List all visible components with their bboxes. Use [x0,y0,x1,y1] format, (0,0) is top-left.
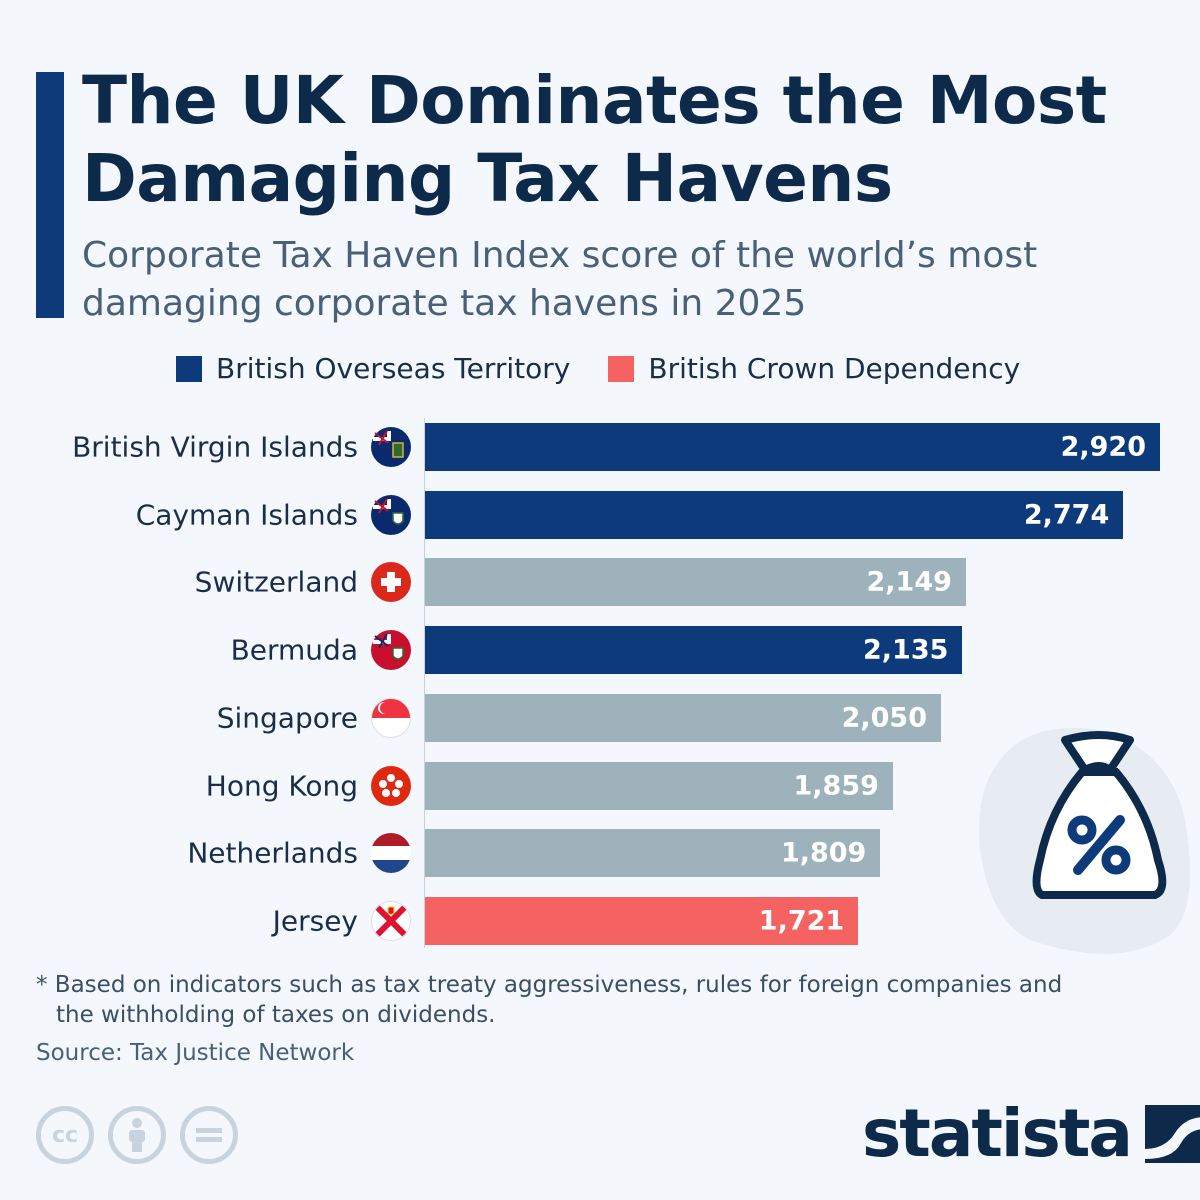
bar [425,423,1160,471]
value-label: 2,774 [1023,499,1110,531]
ensign-red-bermuda-flag-icon [371,630,411,671]
license-icons: cc [36,1106,238,1164]
value-label: 2,920 [1060,431,1146,463]
no-derivatives-icon [180,1106,238,1164]
category-label: Bermuda [230,633,358,667]
bar [425,693,941,742]
title-accent-bar [36,72,64,318]
category-label: Jersey [272,904,358,938]
legend: British Overseas Territory British Crown… [176,352,1020,385]
singapore-flag-icon [371,697,411,738]
value-label: 1,809 [780,837,867,869]
money-bag-percent-icon [979,728,1190,954]
ensign-blue-bvi-flag-icon [371,427,411,467]
statista-logo: statista [862,1095,1200,1172]
value-label: 1,721 [758,905,845,937]
value-label: 2,135 [862,634,949,666]
ensign-blue-cayman-flag-icon [371,494,411,535]
switzerland-flag-icon [371,562,411,603]
legend-swatch [176,355,202,382]
bar [425,896,859,945]
bar [425,626,963,675]
bar [425,490,1124,539]
legend-item-crown-dependency: British Crown Dependency [608,352,1020,385]
axis-line [424,418,425,948]
footnote: * Based on indicators such as tax treaty… [36,972,1063,1028]
legend-label: British Overseas Territory [216,352,571,385]
category-label: British Virgin Islands [72,430,358,464]
category-label: Hong Kong [205,769,358,802]
hong-kong-flag-icon [371,765,411,806]
source: Source: Tax Justice Network [36,1040,355,1066]
legend-swatch [608,355,635,382]
category-label: Switzerland [194,565,358,599]
category-label: Singapore [216,701,358,735]
value-label: 1,859 [793,770,879,801]
netherlands-flag-icon [371,833,411,874]
bar [425,829,881,878]
value-label: 2,050 [841,702,927,734]
chart-title: The UK Dominates the Most Damaging Tax H… [82,62,1107,217]
attribution-icon [108,1106,166,1164]
legend-label: British Crown Dependency [648,352,1021,385]
bar [425,558,966,607]
bar [425,761,893,810]
value-label: 2,149 [866,566,952,598]
chart-subtitle: Corporate Tax Haven Index score of the w… [82,235,1038,324]
jersey-flag-icon [371,900,411,941]
category-label: Netherlands [187,836,358,870]
legend-item-overseas-territory: British Overseas Territory [176,352,570,385]
cc-icon: cc [36,1106,94,1164]
category-label: Cayman Islands [135,498,358,532]
statista-logo-icon [1144,1104,1200,1163]
bar-chart: British Virgin Islands 2,920 Cayman Island… [72,423,1160,945]
logo-text: statista [862,1095,1133,1172]
